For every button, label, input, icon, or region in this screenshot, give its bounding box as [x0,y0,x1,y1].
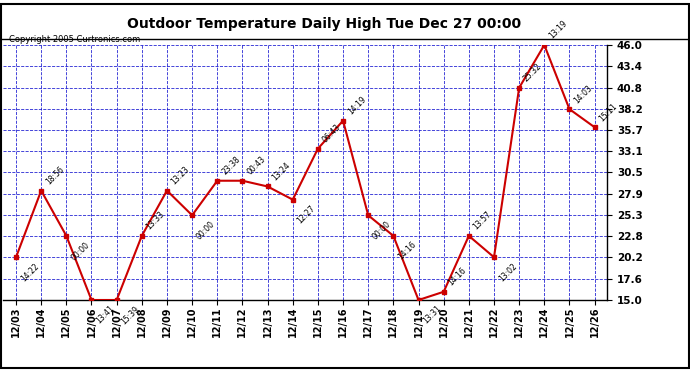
Text: 14:19: 14:19 [346,95,368,117]
Text: 13:02: 13:02 [497,261,518,283]
Text: 18:56: 18:56 [44,165,66,186]
Text: 12:27: 12:27 [295,204,317,225]
Text: 00:00: 00:00 [69,240,91,262]
Text: 14:22: 14:22 [19,261,41,283]
Text: 13:57: 13:57 [472,210,493,232]
Text: 25:32: 25:32 [522,62,544,84]
Text: 00:00: 00:00 [371,219,393,242]
Text: 15:39: 15:39 [119,304,141,326]
Text: 23:38: 23:38 [220,155,242,177]
Text: 14:16: 14:16 [446,266,469,288]
Text: 06:43: 06:43 [321,123,343,144]
Text: 13:24: 13:24 [270,160,292,182]
Text: Copyright 2005 Curtronics.com: Copyright 2005 Curtronics.com [10,35,141,44]
Text: 13:31: 13:31 [422,304,443,326]
Text: 13:19: 13:19 [547,19,569,41]
Text: 14:16: 14:16 [396,240,418,262]
Text: 14:03: 14:03 [572,83,594,105]
Text: 00:43: 00:43 [245,154,267,177]
Text: 00:00: 00:00 [195,219,217,242]
Text: 15:11: 15:11 [598,101,619,123]
Text: 13:41: 13:41 [95,304,116,326]
Text: Outdoor Temperature Daily High Tue Dec 27 00:00: Outdoor Temperature Daily High Tue Dec 2… [127,17,522,31]
Text: 13:33: 13:33 [145,210,166,232]
Text: 13:23: 13:23 [170,165,192,186]
